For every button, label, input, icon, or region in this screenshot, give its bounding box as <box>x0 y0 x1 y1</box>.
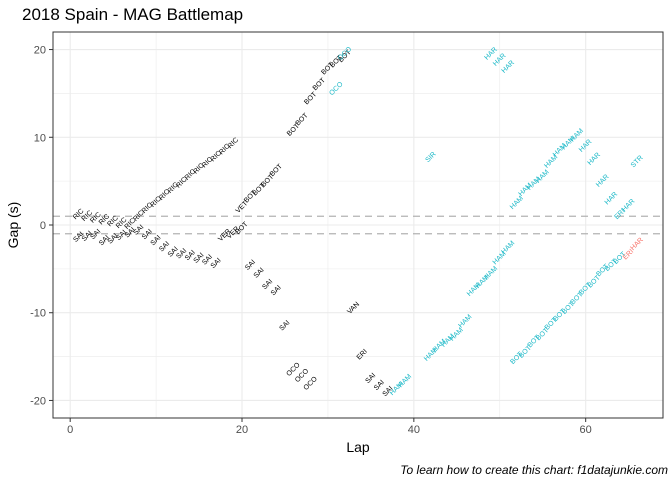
x-tick-label: 0 <box>67 424 73 436</box>
point-label: VAN <box>346 301 361 316</box>
x-tick-label: 20 <box>236 424 248 436</box>
point-label: ERI <box>356 348 369 361</box>
x-tick-label: 40 <box>408 424 420 436</box>
point-label: HAM <box>457 313 473 329</box>
x-tick-label: 60 <box>580 424 592 436</box>
point-label: SAI <box>279 319 292 332</box>
point-label: HAM <box>500 240 516 256</box>
point-label: SAI <box>364 372 377 385</box>
y-tick-label: 0 <box>40 220 46 232</box>
point-label: HAM <box>535 169 551 185</box>
chart-title: 2018 Spain - MAG Battlemap <box>22 5 244 24</box>
point-label: OCO <box>328 81 345 98</box>
point-label: HAM <box>397 373 413 389</box>
point-label: HAR <box>630 237 645 252</box>
point-label: HAM <box>569 127 585 143</box>
point-label: HAR <box>604 191 619 206</box>
data-labels: RICRICRICRICRICRICRICRICRICRICRICRICRICR… <box>72 45 645 398</box>
point-label: BOT <box>295 112 311 128</box>
point-label: HAM <box>483 265 499 281</box>
chart-caption: To learn how to create this chart: f1dat… <box>400 463 668 477</box>
point-label: SIR <box>424 151 437 164</box>
point-label: RIC <box>227 137 240 150</box>
y-axis-title: Gap (s) <box>5 202 21 249</box>
y-tick-label: -10 <box>30 308 46 320</box>
y-tick-label: -20 <box>30 395 46 407</box>
point-label: SAI <box>270 284 283 297</box>
point-label: STR <box>630 154 645 169</box>
axes: 0 20 40 60 -20 -10 0 10 20 <box>30 45 592 436</box>
point-label: BOT <box>303 91 319 107</box>
point-label: BOT <box>312 77 328 93</box>
y-tick-label: 10 <box>34 132 46 144</box>
reference-lines <box>53 215 663 235</box>
point-label: HAR <box>587 152 602 167</box>
gridlines <box>53 32 663 418</box>
point-label: SAI <box>244 259 257 272</box>
x-axis-title: Lap <box>346 439 370 455</box>
point-label: BOT <box>269 163 285 179</box>
y-tick-label: 20 <box>34 45 46 57</box>
point-label: HAR <box>621 198 636 213</box>
